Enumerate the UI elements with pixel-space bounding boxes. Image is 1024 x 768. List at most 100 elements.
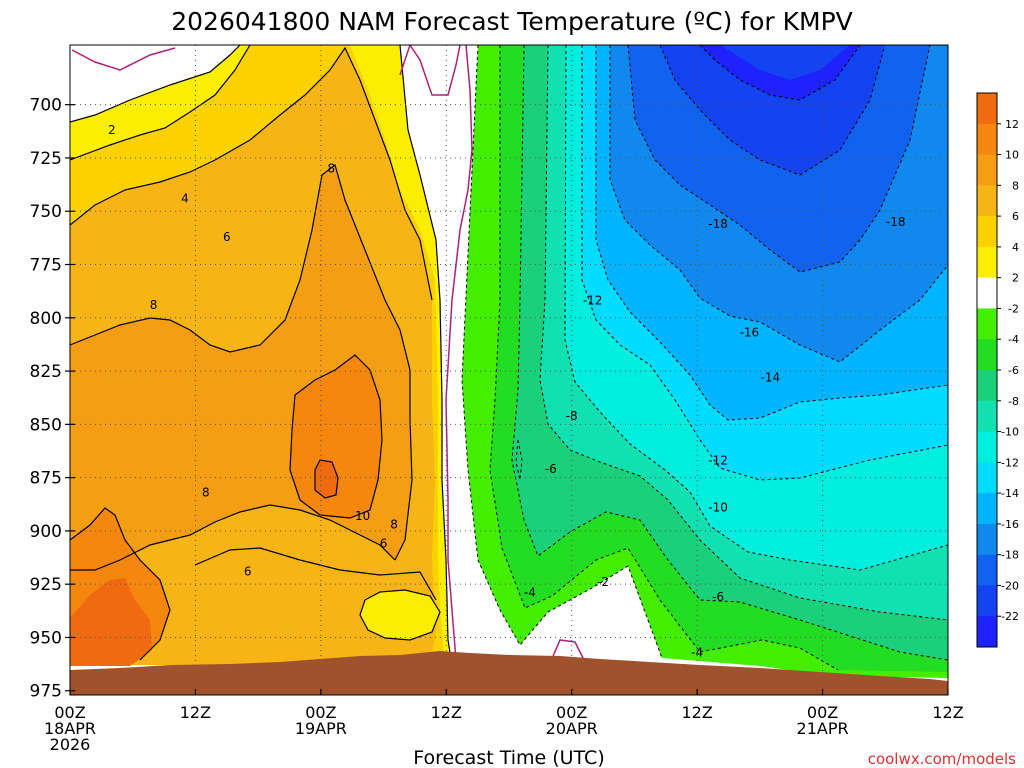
colorbar-label: -16 xyxy=(1001,518,1019,531)
contour-label: 6 xyxy=(223,230,231,244)
colorbar-label: -18 xyxy=(1001,549,1019,562)
y-tick-label: 775 xyxy=(30,256,62,276)
contour-label: -6 xyxy=(712,590,724,604)
contour-label: -4 xyxy=(524,586,536,600)
contour-12 xyxy=(314,459,339,499)
y-tick-label: 750 xyxy=(30,202,62,222)
x-tick-label: 12Z xyxy=(431,703,462,722)
credit-text: coolwx.com/models xyxy=(868,750,1016,768)
colorbar-swatch xyxy=(977,308,997,340)
contour-label: -8 xyxy=(566,409,578,423)
contour-10-lower xyxy=(70,507,171,661)
fill-yellow-blob xyxy=(360,590,440,640)
freezing-contours xyxy=(71,45,589,669)
colorbar-swatch xyxy=(977,246,997,279)
contour-label: 8 xyxy=(390,518,398,532)
contour-yellow-blob xyxy=(359,589,441,641)
contour-label: -12 xyxy=(583,294,603,308)
contour-label: 4 xyxy=(181,191,189,205)
contour-m18 xyxy=(627,45,931,273)
contour-8-lower xyxy=(70,504,396,571)
colorbar-label: -4 xyxy=(1008,333,1019,346)
grid xyxy=(70,45,948,695)
contour-label: 8 xyxy=(150,298,158,312)
y-tick-label: 850 xyxy=(30,415,62,435)
contour-m12 xyxy=(581,45,948,481)
contour-6 xyxy=(70,46,433,301)
contour-m10 xyxy=(564,45,948,571)
fill-cold-m22-spot xyxy=(720,45,850,80)
contour-label: -6 xyxy=(545,462,557,476)
x-tick-label: 00Z xyxy=(305,703,336,722)
contour-label: -18 xyxy=(886,215,906,229)
colorbar-swatch xyxy=(977,523,997,556)
contour-label: -4 xyxy=(691,645,703,659)
y-tick-label: 700 xyxy=(30,96,62,116)
contour-m2 xyxy=(461,45,663,659)
colorbar-label: -2 xyxy=(1008,302,1019,315)
warm-contours xyxy=(70,45,453,666)
contour-8 xyxy=(70,163,413,561)
freezing-line-upper xyxy=(399,45,461,96)
contour-6-lower xyxy=(194,547,437,601)
contour-m6 xyxy=(511,45,948,661)
colorbar-label: -10 xyxy=(1001,426,1019,439)
colorbar-swatch xyxy=(977,154,997,186)
colorbar-label: 10 xyxy=(1005,149,1019,162)
colorbar-swatch xyxy=(977,616,997,648)
cold-contours xyxy=(461,45,948,671)
x-tick-label: 21APR xyxy=(797,719,849,738)
contour-4 xyxy=(70,45,251,161)
colorbar-label: 4 xyxy=(1012,241,1019,254)
contour-m14 xyxy=(595,45,948,421)
x-tick-label: 12Z xyxy=(180,703,211,722)
contour-label: -16 xyxy=(740,326,760,340)
contour-label: -12 xyxy=(708,454,728,468)
x-tick-label: 00Z xyxy=(54,703,85,722)
colorbar-swatch xyxy=(977,93,997,125)
y-tick-label: 825 xyxy=(30,362,62,382)
fill-warm-12 xyxy=(315,460,338,498)
contour-label: -2 xyxy=(597,575,609,589)
y-tick-label: 925 xyxy=(30,575,62,595)
fill-warm-12-lower xyxy=(70,578,152,666)
colorbar-swatch xyxy=(977,554,997,586)
contour-m4 xyxy=(489,45,839,671)
colorbar-label: 2 xyxy=(1012,272,1019,285)
colorbar-swatch xyxy=(977,277,997,309)
contour-m22 xyxy=(699,45,861,101)
x-tick-label: 12Z xyxy=(932,703,963,722)
contour-m20 xyxy=(659,45,886,176)
contour-label: 6 xyxy=(380,537,388,551)
freezing-line-main xyxy=(445,45,473,661)
colorbar-swatch xyxy=(977,216,997,248)
x-tick-label: 19APR xyxy=(295,719,347,738)
x-tick-label: 18APR xyxy=(44,719,96,738)
colorbar-swatch xyxy=(977,370,997,402)
x-tick-label: 00Z xyxy=(556,703,587,722)
contour-2 xyxy=(70,45,241,123)
colorbar-label: -20 xyxy=(1001,579,1019,592)
colorbar-swatch xyxy=(977,185,997,217)
colorbar-swatch xyxy=(977,400,997,433)
contour-label: -18 xyxy=(708,217,728,231)
colorbar-swatch xyxy=(977,462,997,494)
x-axis-label: Forecast Time (UTC) xyxy=(413,747,604,768)
contour-label: -14 xyxy=(761,370,781,384)
y-tick-label: 900 xyxy=(30,522,62,542)
contour-label: 10 xyxy=(355,509,370,523)
freezing-line-left xyxy=(71,47,176,71)
contour-m4-pocket xyxy=(515,439,523,481)
contour-10 xyxy=(289,354,383,519)
x-tick-label: 00Z xyxy=(807,703,838,722)
contour-2-main xyxy=(399,45,453,666)
y-tick-label: 975 xyxy=(30,682,62,702)
contour-label: -10 xyxy=(708,500,728,514)
colorbar-label: -12 xyxy=(1001,456,1019,469)
colorbar-swatch xyxy=(977,339,997,371)
x-tick-label: 12Z xyxy=(681,703,712,722)
